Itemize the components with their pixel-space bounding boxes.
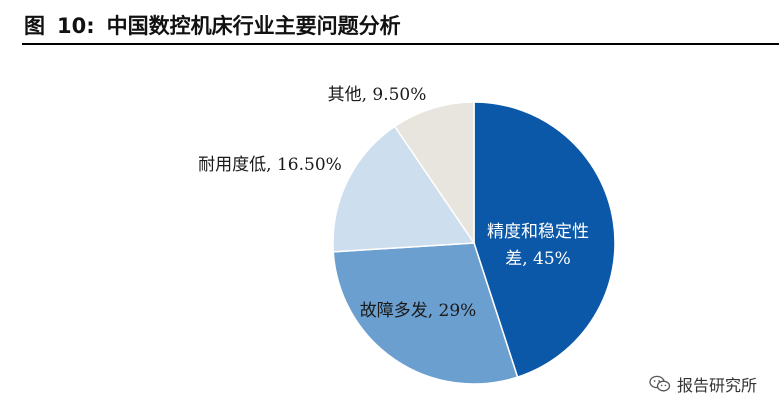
slice-label: 其他, 9.50% — [328, 85, 427, 105]
figure-label: 图 — [24, 14, 45, 38]
pie-slice — [332, 242, 519, 385]
slice-label: 差, 45% — [505, 249, 571, 269]
watermark: 报告研究所 — [649, 372, 757, 396]
figure-title: 图 10: 中国数控机床行业主要问题分析 — [24, 10, 401, 40]
watermark-text: 报告研究所 — [676, 376, 757, 395]
pie-slice — [393, 101, 475, 246]
slice-label: 精度和稳定性 — [487, 222, 589, 242]
figure-number: 10: — [57, 14, 95, 38]
slice-label: 故障多发, 29% — [360, 301, 477, 321]
title-rule — [22, 43, 779, 45]
figure-title-text: 中国数控机床行业主要问题分析 — [106, 14, 401, 38]
wechat-icon — [649, 375, 671, 392]
pie-slice — [332, 125, 476, 253]
slice-label: 耐用度低, 16.50% — [198, 155, 342, 175]
pie-slice — [473, 101, 616, 379]
